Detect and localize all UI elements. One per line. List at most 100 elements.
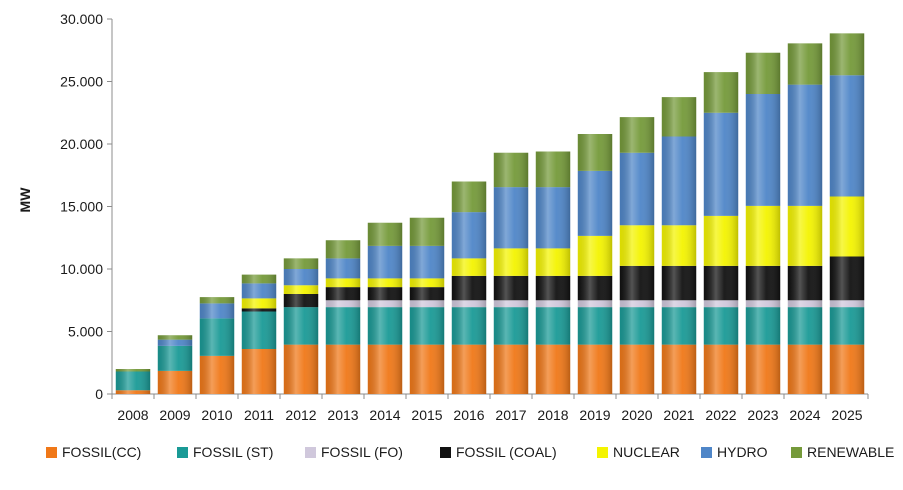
bar-segment-shading xyxy=(577,307,613,345)
bar-segment-shading xyxy=(493,187,529,249)
y-tick-label: 20.000 xyxy=(60,136,103,152)
bar-segment-shading xyxy=(115,390,151,394)
bar-segment-shading xyxy=(157,345,193,371)
legend-item: HYDRO xyxy=(701,437,768,467)
bar-segment-shading xyxy=(703,215,739,266)
x-tick-label: 2017 xyxy=(495,407,526,423)
bar-segment-shading xyxy=(325,278,361,288)
bar-segment-shading xyxy=(325,258,361,279)
bar-segment-shading xyxy=(745,265,781,301)
bar-segment-shading xyxy=(367,307,403,345)
bar-segment-shading xyxy=(619,344,655,394)
y-axis-label: MW xyxy=(17,187,33,213)
bar-segment-shading xyxy=(829,196,865,257)
bar-segment-shading xyxy=(787,300,823,308)
x-tick-label: 2009 xyxy=(159,407,190,423)
bar-segment-shading xyxy=(787,43,823,85)
bar-segment-shading xyxy=(409,217,445,246)
y-tick-label: 25.000 xyxy=(60,74,103,90)
bar-segment-shading xyxy=(283,294,319,308)
bar-segment-shading xyxy=(535,307,571,345)
bar-segment-shading xyxy=(157,335,193,340)
bar-segment-shading xyxy=(535,344,571,394)
y-tick-label: 15.000 xyxy=(60,199,103,215)
bar-segment-shading xyxy=(661,265,697,301)
legend-item: NUCLEAR xyxy=(597,437,680,467)
x-tick-label: 2025 xyxy=(831,407,862,423)
bar-segment-shading xyxy=(157,339,193,346)
bar-segment-shading xyxy=(535,187,571,249)
bar-segment-shading xyxy=(241,311,277,349)
legend-label: FOSSIL (COAL) xyxy=(456,444,557,460)
bar-segment-shading xyxy=(409,300,445,308)
bar-segment-shading xyxy=(619,265,655,301)
bar-segment-shading xyxy=(535,300,571,308)
legend-label: FOSSIL(CC) xyxy=(62,444,142,460)
bar-segment-shading xyxy=(409,344,445,394)
x-tick-label: 2023 xyxy=(747,407,778,423)
y-tick-label: 30.000 xyxy=(60,11,103,27)
bar-segment-shading xyxy=(409,307,445,345)
x-tick-label: 2019 xyxy=(579,407,610,423)
bar-segment-shading xyxy=(283,307,319,345)
bar-segment-shading xyxy=(535,275,571,301)
bar-segment-shading xyxy=(577,235,613,276)
y-tick-label: 10.000 xyxy=(60,261,103,277)
bar-segment-shading xyxy=(703,112,739,216)
legend-swatch xyxy=(701,446,712,458)
legend-swatch xyxy=(177,446,188,458)
bar-segment-shading xyxy=(535,151,571,188)
bar-segment-shading xyxy=(325,287,361,301)
bar-segment-shading xyxy=(745,300,781,308)
legend-label: HYDRO xyxy=(717,444,768,460)
bar-segment-shading xyxy=(241,298,277,309)
legend-item: FOSSIL (FO) xyxy=(305,437,403,467)
legend: FOSSIL(CC) FOSSIL (ST) FOSSIL (FO) FOSSIL (… xyxy=(0,437,903,467)
bar-segment-shading xyxy=(703,265,739,301)
bar-segment-shading xyxy=(619,307,655,345)
legend-item: FOSSIL (COAL) xyxy=(440,437,557,467)
legend-label: NUCLEAR xyxy=(613,444,680,460)
bar-segment-shading xyxy=(577,344,613,394)
bar-segment-shading xyxy=(325,307,361,345)
bar-segment-shading xyxy=(115,371,151,391)
bar-segment-shading xyxy=(451,344,487,394)
bar-segment-shading xyxy=(787,84,823,206)
bar-segment-shading xyxy=(325,344,361,394)
x-tick-label: 2018 xyxy=(537,407,568,423)
bar-segment-shading xyxy=(577,275,613,301)
bar-segment-shading xyxy=(829,256,865,301)
bar-segment-shading xyxy=(661,300,697,308)
bar-segment-shading xyxy=(493,307,529,345)
legend-label: FOSSIL (ST) xyxy=(193,444,274,460)
x-tick-label: 2010 xyxy=(201,407,232,423)
x-tick-label: 2013 xyxy=(327,407,358,423)
bar-segment-shading xyxy=(745,52,781,94)
bar-segment-shading xyxy=(241,308,277,312)
x-tick-label: 2022 xyxy=(705,407,736,423)
bar-segment-shading xyxy=(745,205,781,266)
bar-segment-shading xyxy=(829,344,865,394)
bar-segment-shading xyxy=(451,275,487,301)
bar-segment-shading xyxy=(829,75,865,197)
bar-segment-shading xyxy=(577,134,613,171)
bar-segment-shading xyxy=(703,344,739,394)
legend-swatch xyxy=(305,446,316,458)
bar-segment-shading xyxy=(619,152,655,226)
x-tick-label: 2024 xyxy=(789,407,820,423)
bar-segment-shading xyxy=(367,245,403,279)
bar-segment-shading xyxy=(367,300,403,308)
bar-segment-shading xyxy=(661,225,697,266)
bar-segment-shading xyxy=(787,265,823,301)
y-tick-label: 0 xyxy=(95,386,103,402)
bar-segment-shading xyxy=(367,222,403,246)
x-tick-label: 2014 xyxy=(369,407,400,423)
bar-segment-shading xyxy=(451,212,487,259)
bar-segment-shading xyxy=(283,258,319,269)
bar-segment-shading xyxy=(493,152,529,188)
bar-segment-shading xyxy=(493,275,529,301)
bar-segment-shading xyxy=(409,245,445,279)
bar-segment-shading xyxy=(703,72,739,113)
legend-label: RENEWABLE xyxy=(807,444,895,460)
bar-segment-shading xyxy=(409,278,445,288)
